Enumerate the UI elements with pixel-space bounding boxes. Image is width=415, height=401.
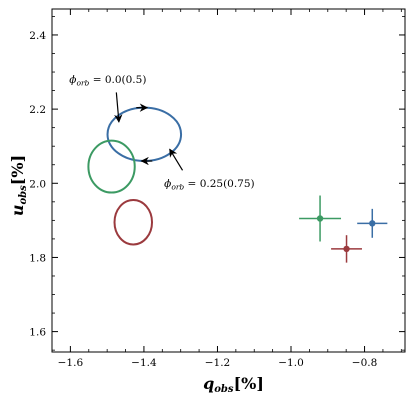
data-point-0 (316, 215, 324, 222)
phase-annotation-1: ϕorb = 0.25(0.75) (164, 178, 255, 192)
orbit-ellipses (87, 103, 183, 246)
data-point-2 (369, 220, 376, 227)
y-tick-label: 2.0 (29, 178, 46, 190)
y-tick-label: 1.6 (29, 327, 46, 339)
orbit-ellipse-1 (87, 139, 136, 194)
x-axis-label: qobs[%] (203, 374, 264, 395)
orbit-ellipse-2 (113, 198, 154, 246)
y-axis-label: uobs[%] (8, 155, 29, 216)
plot-frame (51, 8, 406, 353)
phase-annotation-0: ϕorb = 0.0(0.5) (69, 74, 146, 88)
phase-annotations: ϕorb = 0.0(0.5) ϕorb = 0.25(0.75) (69, 74, 254, 191)
annotation-arrow-0 (114, 92, 123, 123)
axis-ticks (51, 9, 405, 352)
y-tick-label: 2.4 (29, 30, 46, 42)
y-tick-label: 2.2 (29, 104, 46, 116)
x-tick-label: −1.6 (58, 357, 84, 369)
annotation-arrow-1 (169, 148, 184, 171)
x-tick-label: −0.8 (352, 357, 378, 369)
x-tick-label: −1.4 (131, 357, 157, 369)
y-tick-label: 1.8 (29, 252, 46, 264)
x-tick-label: −1.0 (278, 357, 304, 369)
observed-points (299, 195, 388, 263)
x-tick-label: −1.2 (205, 357, 231, 369)
data-point-1 (343, 245, 350, 253)
axis-tick-labels: −1.6 −1.4 −1.2 −1.0 −0.8 1.6 1.8 2.0 2.2 2.4 (29, 30, 377, 369)
